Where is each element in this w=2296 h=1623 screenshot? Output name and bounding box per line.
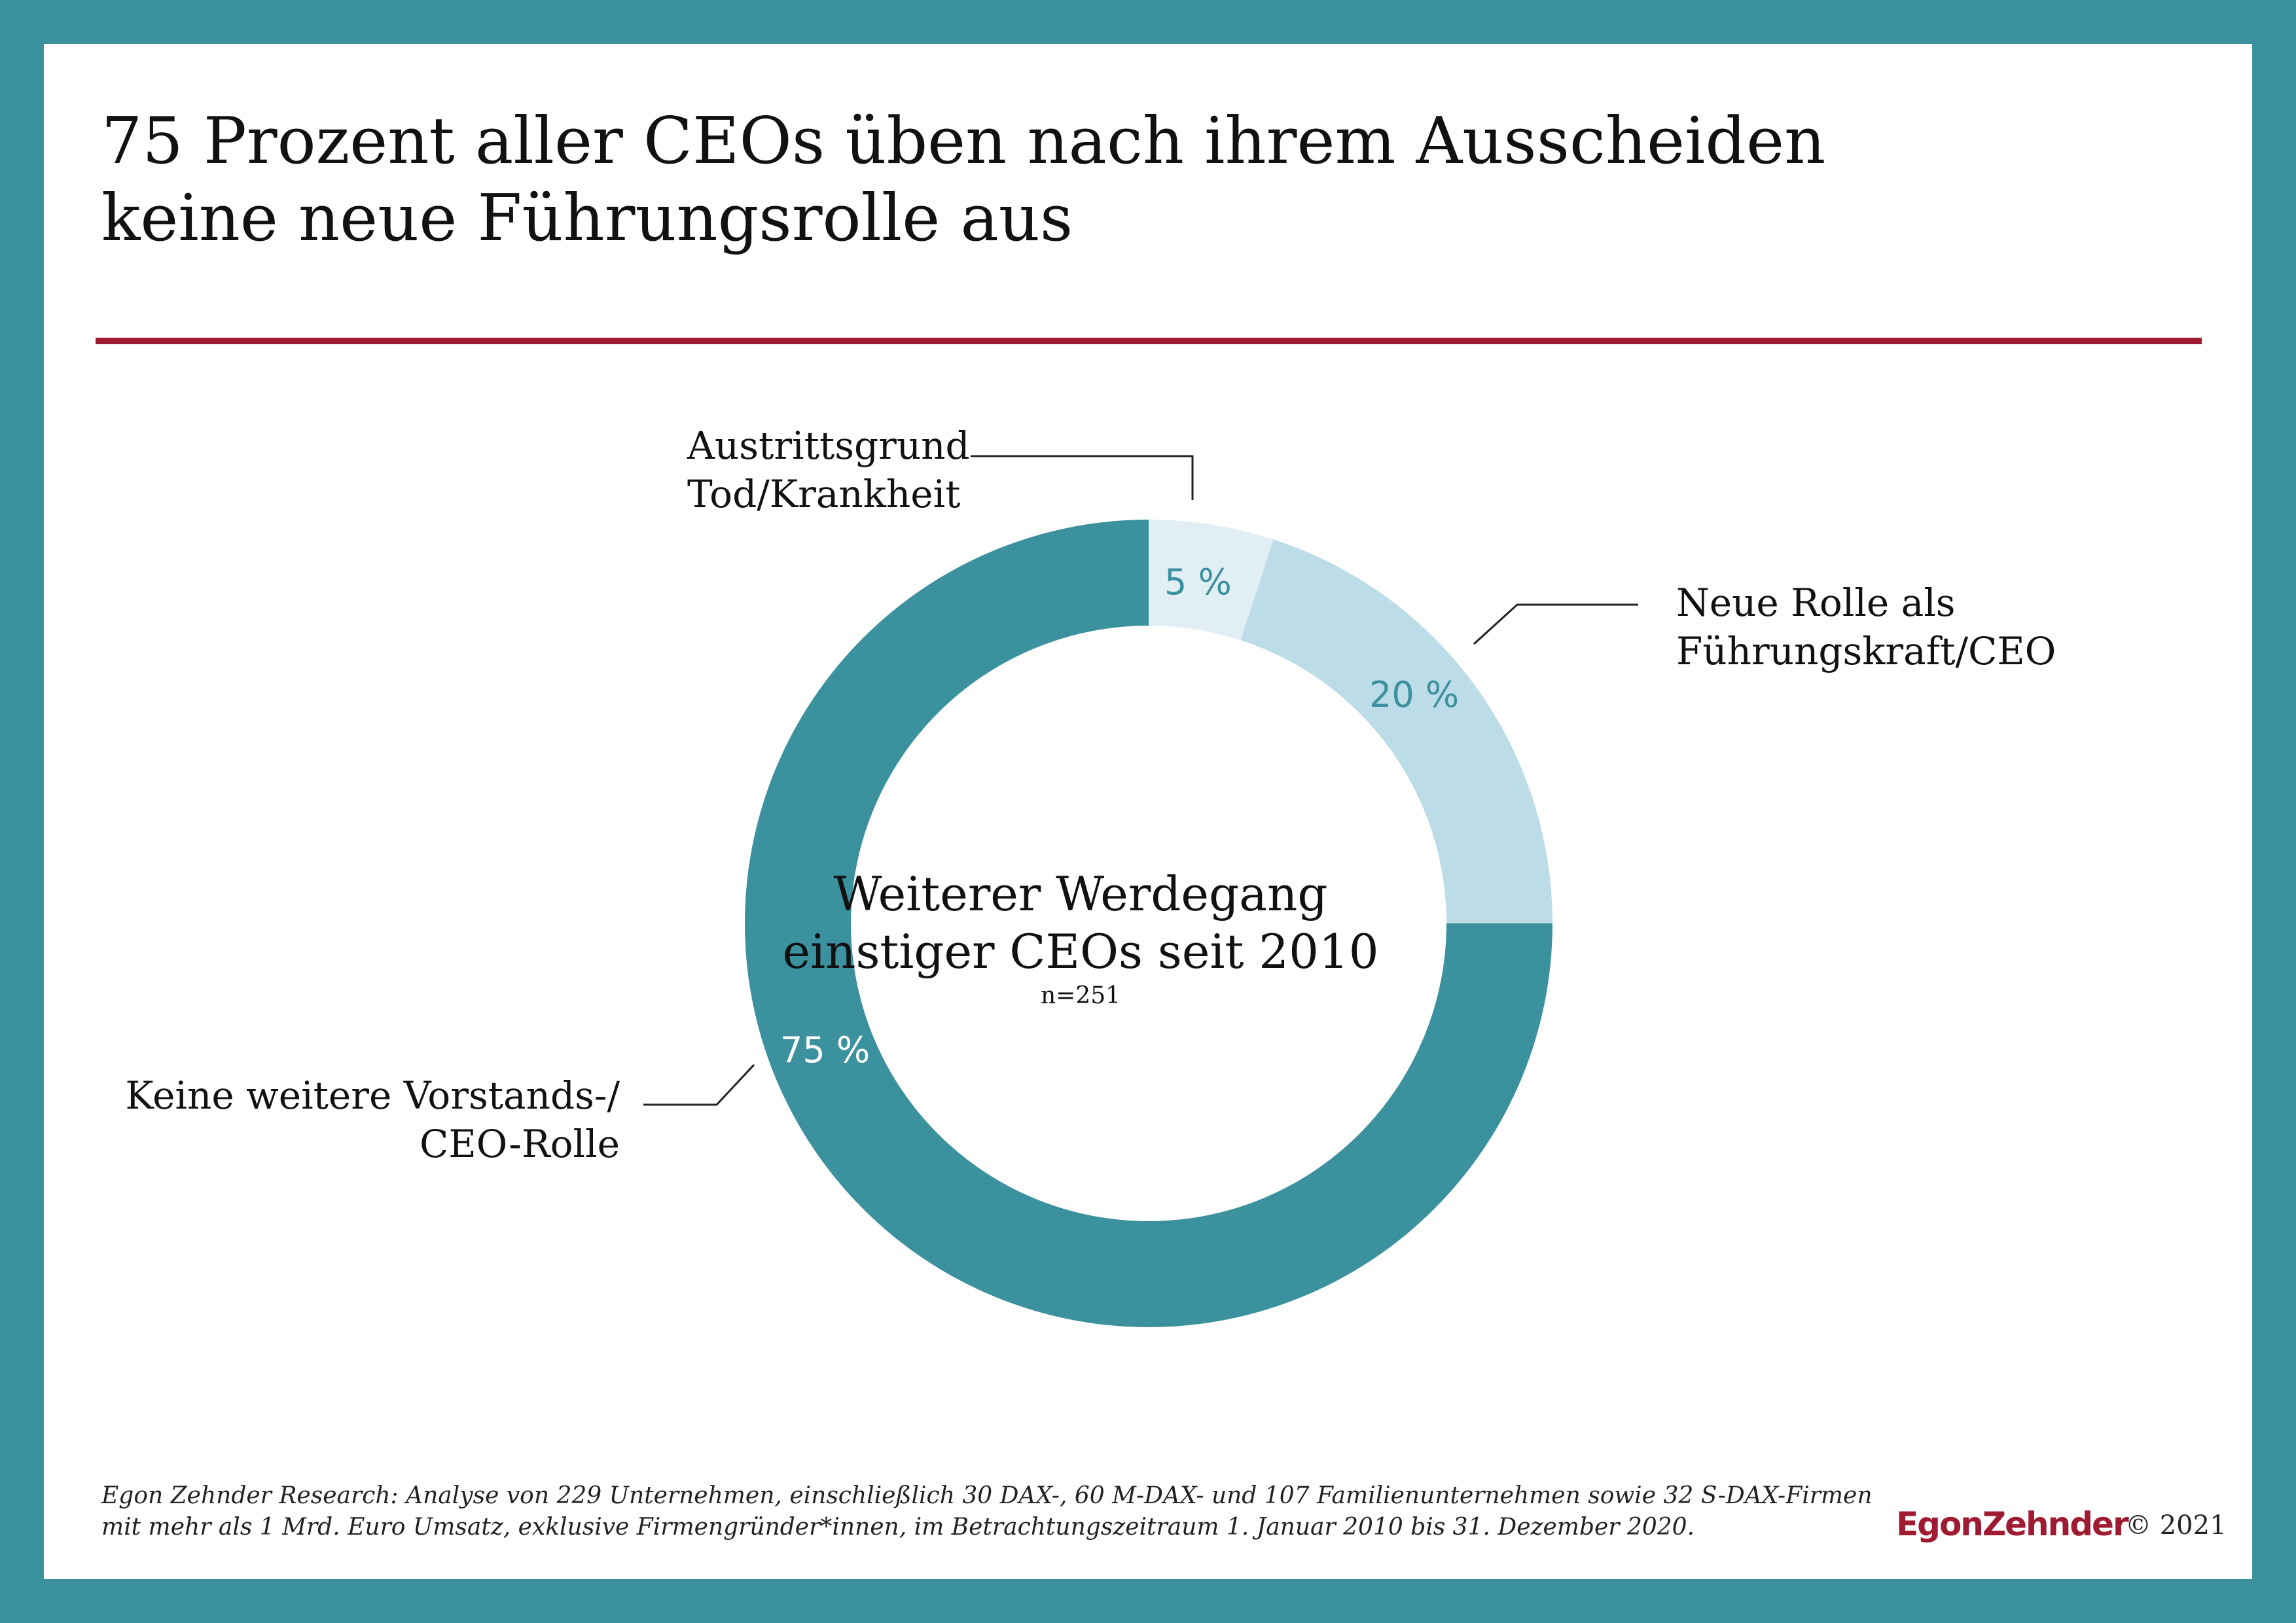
chart-title-line: 75 Prozent aller CEOs üben nach ihrem Au… [101,104,1826,179]
slice-label-line: Keine weitere Vorstands-/ [125,1073,620,1118]
slice-value-neue-rolle: 20 % [1369,674,1460,715]
copyright: © 2021 [2125,1510,2227,1541]
footnote-line: Egon Zehnder Research: Analyse von 229 U… [101,1482,1873,1509]
donut-center-title: Weiterer Werdegang einstiger CEOs seit 2… [753,865,1408,980]
slice-label-keine-rolle: Keine weitere Vorstands-/ CEO-Rolle [109,1071,620,1168]
chart-title-line: keine neue Führungsrolle aus [101,181,1073,256]
donut-slice-0 [1149,520,1274,641]
title-divider [96,338,2202,344]
footnote: Egon Zehnder Research: Analyse von 229 U… [101,1480,2000,1543]
slice-label-line: Führungskraft/CEO [1676,629,2056,673]
slice-label-line: Tod/Krankheit [687,472,961,516]
leader-line-neue-rolle [1473,603,1638,645]
footnote-line: mit mehr als 1 Mrd. Euro Umsatz, exklusi… [101,1514,1695,1541]
donut-center-title-line: einstiger CEOs seit 2010 [782,924,1379,979]
sample-size: n=251 [1040,982,1121,1009]
chart-card: 75 Prozent aller CEOs üben nach ihrem Au… [44,44,2252,1579]
leader-lines [643,455,1638,1106]
slice-label-line: CEO-Rolle [419,1122,620,1166]
leader-line-keine-rolle [643,1063,755,1106]
egon-zehnder-logo: EgonZehnder [1896,1505,2129,1543]
donut-center-title-line: Weiterer Werdegang [833,866,1328,921]
slice-label-tod-krankheit: Austrittsgrund Tod/Krankheit [687,421,970,518]
chart-title: 75 Prozent aller CEOs üben nach ihrem Au… [101,103,2065,257]
slice-value-keine-rolle: 75 % [780,1029,870,1071]
slice-value-tod-krankheit: 5 % [1164,562,1232,603]
donut-slices [745,520,1552,1327]
slice-label-line: Austrittsgrund [687,423,970,468]
donut-chart [643,455,1638,1327]
slice-label-line: Neue Rolle als [1676,580,1956,625]
slice-label-neue-rolle: Neue Rolle als Führungskraft/CEO [1676,579,2056,675]
donut-slice-1 [1240,539,1552,923]
leader-line-tod-krankheit [971,455,1194,500]
